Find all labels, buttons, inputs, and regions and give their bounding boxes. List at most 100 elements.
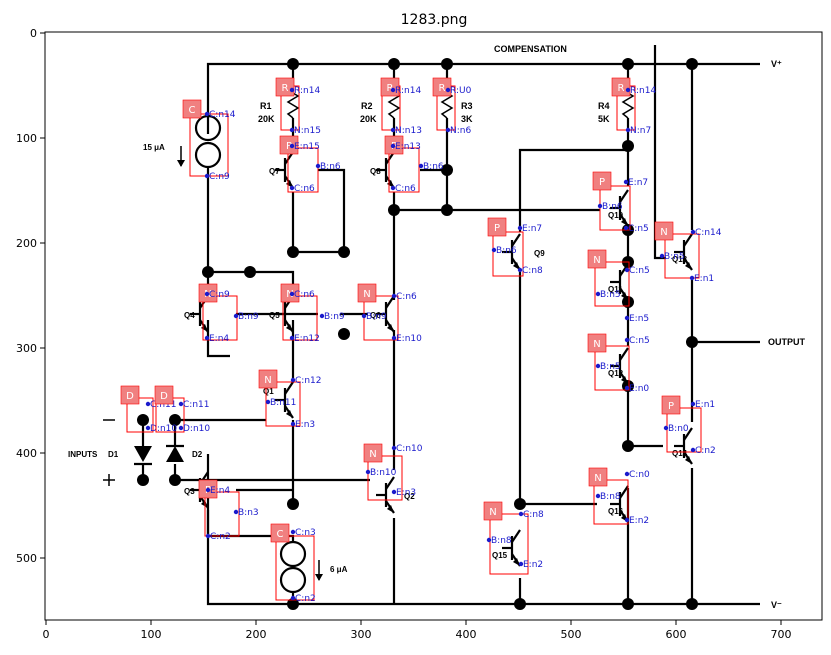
terminal-label: D:n10 — [183, 424, 210, 434]
transistor-label: Q9 — [534, 249, 545, 258]
junction-dot — [622, 440, 634, 452]
terminal-label: B:n9 — [324, 312, 345, 322]
terminal-dot — [290, 595, 296, 601]
terminal-dot — [391, 293, 397, 299]
annotation-box: C C:n14 C:n9 — [182, 99, 236, 182]
figure-title: 1283.png — [401, 12, 468, 28]
terminal-label: B:n3 — [238, 508, 259, 518]
transistor-label: Q8 — [370, 167, 381, 176]
terminal-dot — [663, 425, 669, 431]
annotation-tag — [120, 385, 140, 405]
terminal-dot — [178, 401, 184, 407]
terminal-dot — [289, 335, 295, 341]
junction-dot — [622, 380, 634, 392]
terminal-label: B:n6 — [320, 162, 341, 172]
terminal-label: B:n9 — [238, 312, 259, 322]
terminal-label: B:n6 — [423, 162, 444, 172]
annotation-rect — [265, 381, 301, 427]
transistor-label: Q4 — [184, 311, 195, 320]
annotation-tag-text: C — [189, 105, 196, 116]
d1-label: D1 — [108, 450, 119, 459]
transistor-label: Q15 — [492, 551, 508, 560]
annotation-box: C C:n3 C:n2 — [270, 523, 316, 604]
terminal-dot — [690, 229, 696, 235]
y-axis: 0 100 200 300 400 500 — [16, 27, 45, 565]
diode-d1-symbol — [134, 446, 152, 462]
annotation-tag-text: R — [618, 83, 625, 94]
junction-dot — [137, 474, 149, 486]
annotation-box: R R:n14 N:n13 — [380, 77, 422, 136]
annotation-tag — [483, 501, 503, 521]
annotation-box: NC:n9B:n9E:n4 — [198, 283, 259, 344]
junction-dot — [287, 498, 299, 510]
annotation-tag — [280, 283, 300, 303]
transistor-label: Q10 — [608, 211, 624, 220]
y-tick-label: 0 — [30, 27, 37, 40]
junction-dot — [244, 266, 256, 278]
annotation-tag-text: P — [286, 141, 292, 152]
x-tick-label: 0 — [43, 628, 50, 641]
junction-dot — [622, 598, 634, 610]
annotation-rect — [594, 261, 630, 307]
terminal-label: E:n7 — [628, 178, 648, 188]
terminal-label: B:n6 — [602, 202, 623, 212]
terminal-label: C:n6 — [396, 292, 417, 302]
x-tick-label: 300 — [351, 628, 372, 641]
annotation-tag-text: N — [264, 375, 271, 386]
terminal-dot — [517, 225, 523, 231]
junction-dot — [287, 598, 299, 610]
transistor-label: Q14 — [672, 449, 688, 458]
annotation-box: PE:n4B:n3C:n2 — [198, 479, 259, 542]
annotation-tag — [258, 369, 278, 389]
terminal-dot — [390, 185, 396, 191]
terminal-label: R:n14 — [294, 86, 320, 96]
junction-dot — [338, 328, 350, 340]
transistor-label: Q11 — [608, 285, 623, 294]
annotation-tag — [654, 221, 674, 241]
annotation-box: N C:n6 B:n9 E:n10 — [357, 283, 422, 344]
terminal-label: B:n5 — [600, 362, 621, 372]
annotation-tag-text: N — [660, 227, 667, 238]
terminal-label: R:n14 — [395, 86, 421, 96]
current-15ua-label: 15 μA — [143, 143, 165, 152]
terminal-dot — [391, 489, 397, 495]
terminal-dot — [233, 313, 239, 319]
terminal-dot — [361, 313, 367, 319]
x-tick-label: 500 — [561, 628, 582, 641]
terminal-label: R:n14 — [630, 86, 656, 96]
annotation-tag — [363, 443, 383, 463]
annotation-tag-text: D — [160, 391, 168, 402]
terminal-label: E:n12 — [294, 334, 320, 344]
terminal-label: C:n5 — [628, 224, 649, 234]
terminal-label: E:n3 — [396, 488, 416, 498]
terminal-dot — [491, 247, 497, 253]
transistor-label: Q1 — [263, 387, 274, 396]
terminal-dot — [518, 511, 524, 517]
annotation-rect — [489, 513, 529, 575]
y-tick-label: 100 — [16, 132, 37, 145]
vplus-rail — [206, 62, 760, 134]
transistor-symbol: Q15 — [492, 529, 521, 567]
junction-layer — [137, 58, 698, 610]
y-tick-label: 500 — [16, 552, 37, 565]
terminal-label: E:n7 — [522, 224, 542, 234]
terminal-label: B:n6 — [496, 246, 517, 256]
annotation-tag — [275, 77, 295, 97]
terminal-label: N:n15 — [294, 126, 321, 136]
output-label: OUTPUT — [768, 337, 806, 347]
terminal-label: E:n13 — [395, 142, 421, 152]
terminal-dot — [289, 127, 295, 133]
transistor-label: Q5 — [269, 311, 280, 320]
transistor-symbol: Q14 — [672, 427, 693, 465]
terminal-label: C:n8 — [523, 510, 544, 520]
annotation-tag-text: N — [489, 507, 496, 518]
r2-value: 20K — [360, 114, 377, 124]
terminal-dot — [445, 87, 451, 93]
transistor-label: Q6 — [370, 311, 381, 320]
annotation-tag — [182, 99, 202, 119]
annotation-tag — [611, 77, 631, 97]
annotation-tag — [587, 333, 607, 353]
